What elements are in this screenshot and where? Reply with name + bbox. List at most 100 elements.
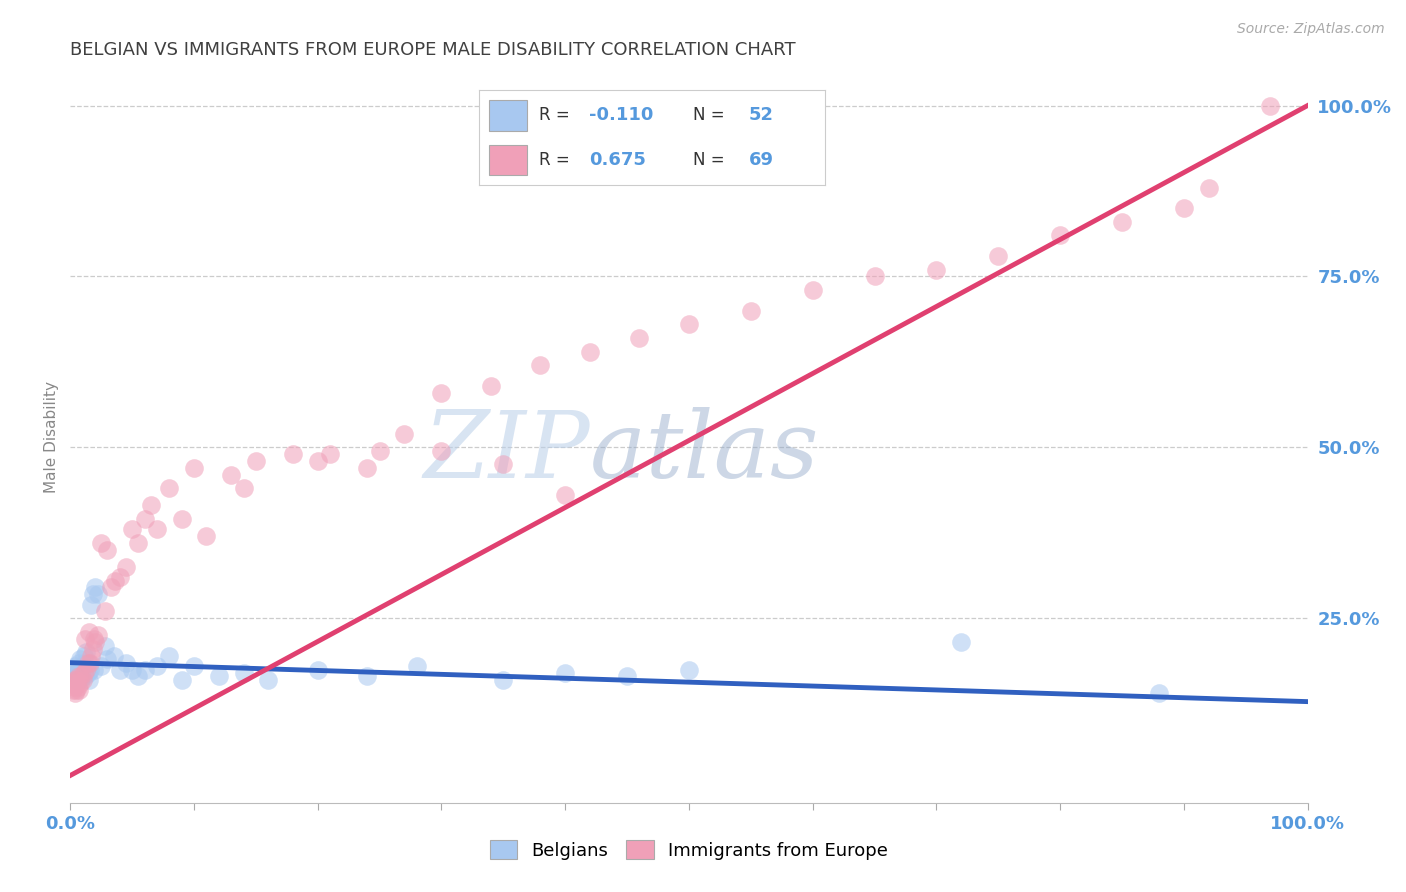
Point: [103, 648, 125, 663]
Point: [65, 673, 87, 687]
Point: [492, 458, 515, 472]
Point: [554, 665, 576, 680]
Point: [65, 686, 87, 700]
Point: [72, 663, 94, 677]
Point: [554, 488, 576, 502]
Point: [950, 635, 973, 649]
Point: [1147, 686, 1170, 700]
Point: [90, 536, 112, 550]
Point: [1198, 180, 1220, 194]
Point: [281, 447, 304, 461]
Point: [70, 665, 93, 680]
Point: [60, 676, 83, 690]
Point: [356, 460, 378, 475]
Point: [529, 359, 551, 373]
Point: [219, 467, 242, 482]
Point: [80, 598, 103, 612]
Point: [134, 512, 156, 526]
Point: [925, 262, 948, 277]
Point: [405, 659, 427, 673]
Point: [82, 587, 104, 601]
Point: [72, 673, 94, 687]
Point: [170, 512, 193, 526]
Point: [430, 443, 453, 458]
Point: [108, 570, 131, 584]
Point: [127, 536, 149, 550]
Point: [157, 648, 180, 663]
Text: Source: ZipAtlas.com: Source: ZipAtlas.com: [1237, 22, 1385, 37]
Point: [127, 669, 149, 683]
Point: [75, 632, 97, 646]
Point: [63, 680, 86, 694]
Point: [94, 604, 117, 618]
Point: [368, 443, 391, 458]
Point: [75, 669, 97, 683]
Point: [80, 648, 103, 663]
Point: [62, 663, 84, 677]
Point: [65, 665, 87, 680]
Point: [67, 683, 90, 698]
Point: [394, 426, 416, 441]
Point: [73, 659, 96, 673]
Point: [307, 663, 329, 677]
Point: [678, 663, 700, 677]
Point: [195, 529, 218, 543]
Point: [67, 673, 90, 687]
Point: [139, 499, 162, 513]
Point: [67, 656, 90, 670]
Point: [96, 542, 118, 557]
Point: [90, 659, 112, 673]
Point: [70, 669, 93, 683]
Point: [579, 344, 602, 359]
Point: [1049, 228, 1071, 243]
Point: [75, 663, 97, 677]
Point: [69, 676, 91, 690]
Point: [245, 454, 267, 468]
Point: [84, 635, 107, 649]
Point: [86, 628, 108, 642]
Point: [1260, 98, 1282, 112]
Point: [115, 560, 138, 574]
Point: [100, 581, 122, 595]
Point: [73, 648, 96, 663]
Point: [307, 454, 329, 468]
Point: [65, 676, 87, 690]
Point: [740, 303, 762, 318]
Point: [63, 669, 86, 683]
Point: [121, 522, 143, 536]
Text: ZIP: ZIP: [423, 407, 591, 497]
Point: [1111, 215, 1133, 229]
Text: atlas: atlas: [591, 407, 820, 497]
Point: [232, 665, 254, 680]
Point: [121, 663, 143, 677]
Point: [62, 683, 84, 698]
Point: [63, 673, 86, 687]
Point: [67, 669, 90, 683]
Point: [183, 460, 205, 475]
Point: [79, 663, 101, 677]
Point: [208, 669, 231, 683]
Point: [84, 581, 107, 595]
Legend: Belgians, Immigrants from Europe: Belgians, Immigrants from Europe: [482, 833, 896, 867]
Point: [257, 673, 280, 687]
Point: [232, 481, 254, 495]
Point: [1173, 201, 1195, 215]
Point: [86, 587, 108, 601]
Point: [801, 283, 824, 297]
Point: [492, 673, 515, 687]
Y-axis label: Male Disability: Male Disability: [44, 381, 59, 493]
Point: [66, 663, 89, 677]
Point: [183, 659, 205, 673]
Point: [108, 663, 131, 677]
Point: [72, 669, 94, 683]
Point: [863, 269, 886, 284]
Point: [678, 318, 700, 332]
Point: [66, 680, 89, 694]
Point: [79, 656, 101, 670]
Point: [75, 645, 97, 659]
Point: [76, 656, 98, 670]
Point: [157, 481, 180, 495]
Point: [83, 663, 105, 677]
Point: [83, 632, 105, 646]
Point: [75, 656, 97, 670]
